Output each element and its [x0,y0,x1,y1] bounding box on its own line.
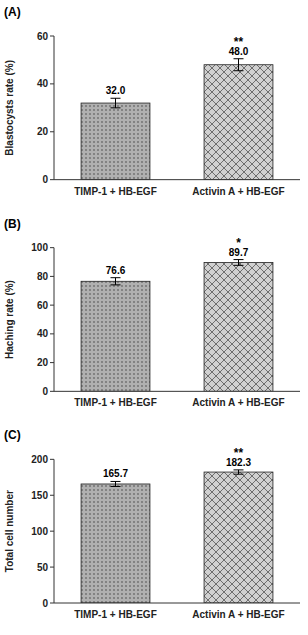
y-tick [50,362,54,363]
x-tick-label: TIMP-1 + HB-EGF [74,609,157,620]
data-label: 32.0 [106,85,126,96]
y-tick-label: 100 [31,526,48,537]
significance: * [236,236,241,250]
panel-label: (C) [4,428,21,442]
error-bar [111,98,121,108]
x-tick-label: Activin A + HB-EGF [192,397,284,408]
y-tick-label: 0 [42,386,48,397]
x-tick-label: Activin A + HB-EGF [192,609,284,620]
error-bar [234,59,244,71]
significance: ** [234,35,244,49]
y-tick-label: 40 [37,328,49,339]
panel: 0 50 100 150 200 TIMP-1 + HB-EGF Activin A + H… [4,428,300,620]
y-tick [50,36,54,37]
y-tick [50,333,54,334]
x-tick-label: TIMP-1 + HB-EGF [74,186,157,197]
y-tick [50,83,54,84]
data-label: 165.7 [103,468,128,479]
panel: 0 20 40 60 80 100 TIMP-1 + HB-EGF Activin A + H… [4,217,300,409]
panel-label: (A) [4,5,21,19]
marks [81,260,273,392]
x-axis-line [54,179,300,180]
bar [81,281,150,391]
y-axis-label: Haching rate (%) [4,280,15,359]
x-tick-label: Activin A + HB-EGF [192,186,284,197]
marks [81,59,273,180]
y-tick [50,391,54,392]
y-axis-line [54,248,55,392]
marks [81,470,273,603]
x-axis-line [54,391,300,392]
y-tick-label: 80 [37,271,49,282]
y-tick-label: 200 [31,454,48,465]
y-tick [50,567,54,568]
y-axis-label: Blastocysts rate (%) [4,60,15,156]
bar [204,472,273,603]
y-tick-label: 20 [37,126,49,137]
y-tick-label: 0 [42,598,48,609]
x-axis-line [54,603,300,604]
y-axis-line [54,36,55,180]
data-label: 76.6 [106,265,126,276]
error-bar [234,470,244,474]
error-bar [111,481,121,486]
y-tick [50,179,54,180]
error-bar [111,278,121,285]
y-tick [50,495,54,496]
bar [204,262,273,391]
panel: 0 20 40 60 TIMP-1 + HB-EGF Activin A + HB-EGF… [4,5,300,197]
y-tick [50,247,54,248]
y-tick-label: 0 [42,174,48,185]
y-tick [50,131,54,132]
bar [204,65,273,180]
y-tick-label: 50 [37,562,49,573]
y-tick-label: 60 [37,31,49,42]
y-tick-label: 150 [31,490,48,501]
error-bar [234,260,244,266]
y-tick [50,531,54,532]
x-tick-label: TIMP-1 + HB-EGF [74,397,157,408]
significance: ** [234,446,244,460]
y-tick-label: 20 [37,357,49,368]
bar [81,103,150,180]
y-tick-label: 100 [31,242,48,253]
y-tick-label: 40 [37,78,49,89]
y-tick [50,305,54,306]
y-tick [50,459,54,460]
bar [81,484,150,603]
panel-label: (B) [4,217,21,231]
y-axis-label: Total cell number [4,490,15,572]
y-tick-label: 60 [37,300,49,311]
y-tick [50,276,54,277]
y-tick [50,603,54,604]
figure: 0 20 40 60 TIMP-1 + HB-EGF Activin A + HB-EGF… [0,0,308,635]
